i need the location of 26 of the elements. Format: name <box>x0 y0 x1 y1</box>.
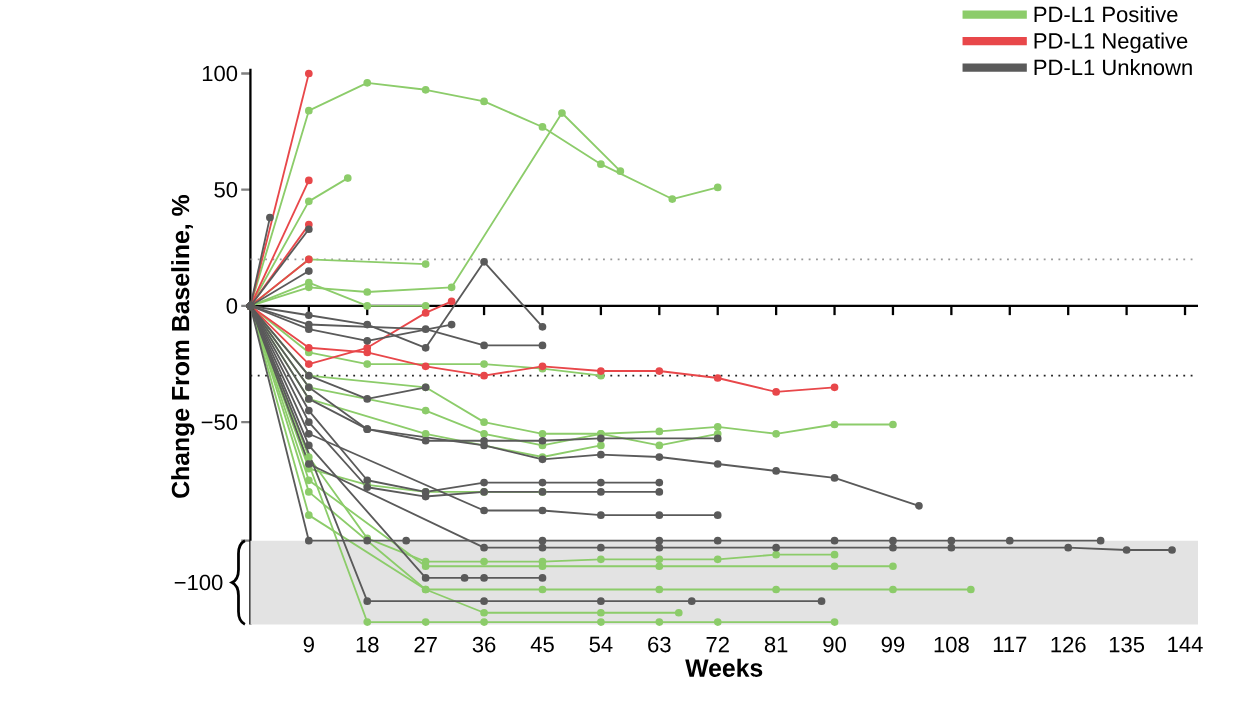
x-tick-label: 99 <box>881 636 905 653</box>
x-tick-label: 81 <box>764 636 788 653</box>
y-tick-label: 100 <box>202 65 238 82</box>
legend-label: PD-L1 Negative <box>1034 32 1188 54</box>
x-tick-label: 27 <box>414 636 437 653</box>
x-tick-label: 18 <box>356 636 379 653</box>
band-label: −100 <box>174 574 223 591</box>
x-tick-label: 63 <box>648 636 671 653</box>
y-axis-title: Change From Baseline, % <box>171 195 195 499</box>
x-tick-label: 9 <box>303 636 314 653</box>
x-tick-label: 126 <box>1051 636 1086 653</box>
legend-label: PD-L1 Unknown <box>1034 59 1192 76</box>
legend-label: PD-L1 Positive <box>1034 6 1178 23</box>
y-tick-label: −50 <box>201 414 238 431</box>
x-tick-label: 36 <box>472 636 496 653</box>
x-tick-label: 117 <box>993 636 1027 653</box>
x-tick-label: 90 <box>823 636 846 653</box>
x-tick-label: 108 <box>934 636 969 653</box>
y-tick-label: 50 <box>214 182 238 198</box>
x-tick-label: 45 <box>530 636 554 653</box>
y-tick-label: 0 <box>226 298 238 314</box>
x-axis-title: Weeks <box>685 658 763 678</box>
x-tick-label: 135 <box>1109 636 1145 653</box>
x-tick-label: 144 <box>1168 636 1203 653</box>
x-tick-label: 72 <box>706 636 729 653</box>
x-tick-label: 54 <box>589 636 613 653</box>
